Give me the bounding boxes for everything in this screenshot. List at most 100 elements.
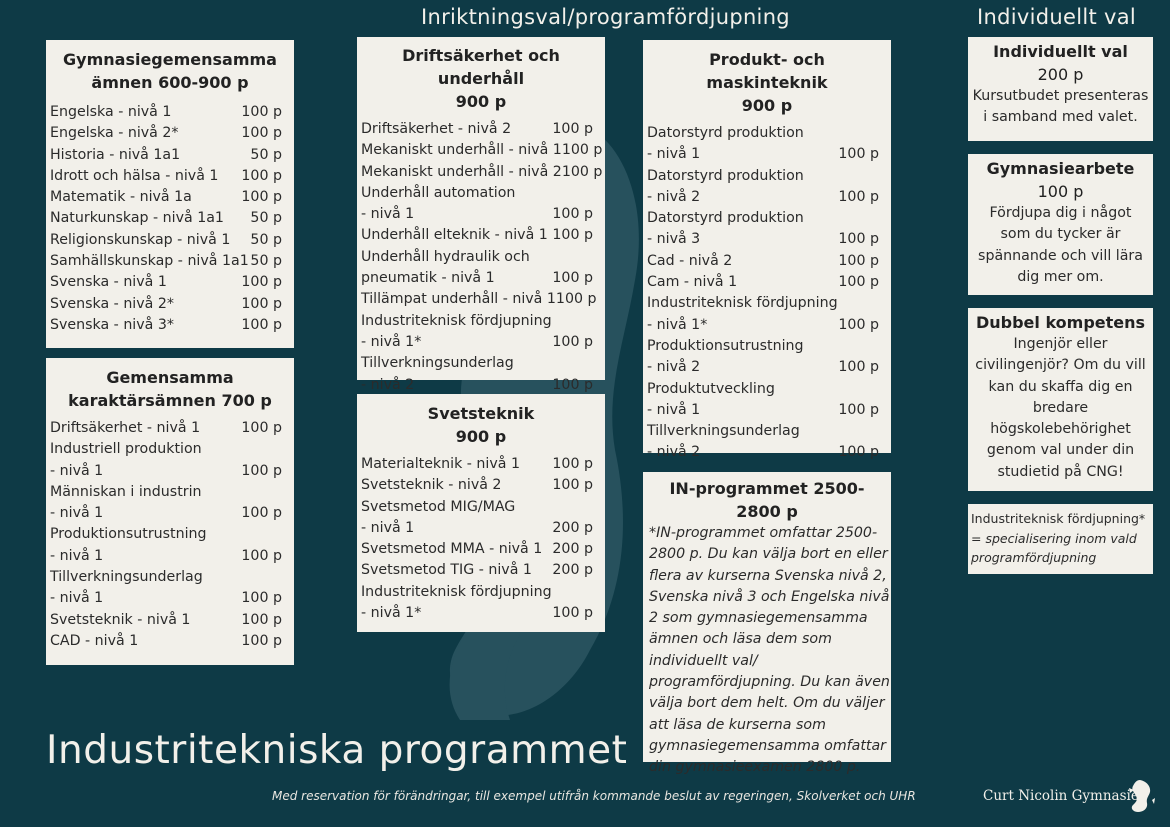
course-points: 50 p xyxy=(250,146,282,163)
course-points: 100 p xyxy=(838,146,879,163)
course-row: Svenska - nivå 1 100 p xyxy=(50,272,290,293)
course-row: - nivå 2 100 p xyxy=(647,357,887,378)
course-points: 100 p xyxy=(241,104,282,120)
course-points: 100 p xyxy=(838,316,879,333)
course-name: Svetsteknik - nivå 1 xyxy=(50,611,191,628)
text-line: 2 som gymnasiegemensamma xyxy=(649,610,868,627)
text-line: bredare xyxy=(1032,399,1089,416)
dubbel-kompetens-text: Ingenjör eller civilingenjör? Om du vill k… xyxy=(972,334,1149,483)
course-points: 100 p xyxy=(561,163,603,180)
produkt-card: Produkt- och maskinteknik 900 p Datorsty… xyxy=(643,40,891,460)
text-line: dig mer om. xyxy=(1017,268,1104,285)
course-name: Engelska - nivå 1 xyxy=(50,104,172,120)
course-points: 100 p xyxy=(241,611,282,628)
course-name: Mekaniskt underhåll - nivå 1 xyxy=(361,142,562,159)
course-points: 100 p xyxy=(838,401,879,418)
course-row: Svenska - nivå 2* 100 p xyxy=(50,294,290,315)
text-line: välja bort dem helt. Om du väljer xyxy=(649,695,885,712)
gymnasiegemensamma-card: Gymnasiegemensamma ämnen 600-900 p Engel… xyxy=(46,40,294,348)
course-points: 100 p xyxy=(241,547,282,564)
course-row: - nivå 1 100 p xyxy=(50,503,290,524)
course-name-cont: - nivå 2 xyxy=(647,359,701,376)
individuellt-val-text: Kursutbudet presenteras i samband med val… xyxy=(972,86,1149,129)
gymnasiearbete-card: Gymnasiearbete 100 p Fördjupa dig i någo… xyxy=(968,154,1153,295)
course-points: 100 p xyxy=(552,227,593,244)
course-name: Materialteknik - nivå 1 xyxy=(361,456,520,472)
course-name-cont: - nivå 1* xyxy=(361,605,422,622)
course-row: - nivå 2 100 p xyxy=(647,442,887,463)
course-name: Tillverkningsunderlag xyxy=(647,423,800,440)
course-row: Cad - nivå 2 100 p xyxy=(647,251,887,272)
course-name: Svetsmetod TIG - nivå 1 xyxy=(361,562,532,579)
course-name: Produktionsutrustning xyxy=(647,337,804,354)
course-points: 100 p xyxy=(241,462,282,479)
course-points: 100 p xyxy=(241,316,282,333)
footnote: Med reservation för förändringar, till e… xyxy=(272,789,916,803)
course-row: - nivå 1 100 p xyxy=(647,400,887,421)
svetsteknik-list: Materialteknik - nivå 1 100 p Svetsteknik… xyxy=(361,454,601,624)
text-line: högskolebehörighet xyxy=(990,421,1131,438)
course-row: - nivå 1 200 p xyxy=(361,518,601,539)
karaktarsamnen-list: Driftsäkerhet - nivå 1 100 p Industriell p… xyxy=(50,418,290,652)
course-points: 100 p xyxy=(838,231,879,248)
course-name-cont: - nivå 1* xyxy=(647,316,708,333)
course-name: Historia - nivå 1a1 xyxy=(50,146,181,163)
note-line-3: programfördjupning xyxy=(971,550,1097,565)
course-name: Svetsmetod MIG/MAG xyxy=(361,498,516,515)
course-row: - nivå 3 100 p xyxy=(647,229,887,250)
fordjupning-note-card: Industriteknisk fördjupning* = specialis… xyxy=(968,504,1153,574)
text-line: individuellt val/ xyxy=(649,652,758,669)
text-line: Svenska nivå 3 och Engelska nivå xyxy=(649,588,890,605)
text-line: genom val under din xyxy=(986,442,1135,459)
course-name-cont: - nivå 1 xyxy=(361,206,415,223)
course-name-cont: - nivå 2 xyxy=(361,376,415,393)
course-name-cont: - nivå 1 xyxy=(361,519,415,536)
course-name-cont: - nivå 1 xyxy=(50,590,104,607)
gymnasiegemensamma-title: Gymnasiegemensamma ämnen 600-900 p xyxy=(63,50,277,92)
course-points: 100 p xyxy=(555,291,597,308)
text-line: gymnasiegemensamma omfattar xyxy=(649,737,887,754)
text-line: 2800 p. Du kan välja bort en eller xyxy=(649,546,888,563)
course-points: 100 p xyxy=(241,420,282,436)
text-line: ämnen och läsa dem som xyxy=(649,631,832,648)
course-points: 100 p xyxy=(241,632,282,649)
in-programmet-card: IN-programmet 2500-2800 p *IN-programmet… xyxy=(643,472,891,775)
individuellt-heading: Individuellt val xyxy=(977,5,1136,29)
course-row: - nivå 1 100 p xyxy=(50,546,290,567)
course-name: Produktionsutrustning xyxy=(50,526,207,543)
course-points: 100 p xyxy=(552,121,593,137)
course-row: - nivå 1 100 p xyxy=(50,588,290,609)
course-row: Svetsmetod TIG - nivå 1 200 p xyxy=(361,560,601,581)
text-line: flera av kurserna Svenska nivå 2, xyxy=(649,567,887,584)
course-points: 100 p xyxy=(552,270,593,287)
course-name: Naturkunskap - nivå 1a1 xyxy=(50,210,224,227)
course-name-cont: - nivå 1 xyxy=(50,505,104,522)
inriktning-heading: Inriktningsval/programfördjupning xyxy=(421,5,790,29)
course-row: - nivå 1 100 p xyxy=(647,144,887,165)
course-points: 100 p xyxy=(552,333,593,350)
course-points: 100 p xyxy=(241,505,282,522)
svetsteknik-title: Svetsteknik 900 p xyxy=(427,404,535,446)
course-name: Industriteknisk fördjupning xyxy=(361,583,552,600)
course-name: Mekaniskt underhåll - nivå 2 xyxy=(361,163,562,180)
course-name-cont: - nivå 2 xyxy=(647,188,701,205)
course-row: Matematik - nivå 1a 100 p xyxy=(50,187,290,208)
course-row: Svenska - nivå 3* 100 p xyxy=(50,315,290,336)
course-points: 200 p xyxy=(552,541,593,558)
course-row: - nivå 2 100 p xyxy=(647,187,887,208)
driftsakerhet-title: Driftsäkerhet och underhåll 900 p xyxy=(402,46,560,111)
course-points: 100 p xyxy=(838,252,879,269)
course-name: Driftsäkerhet - nivå 2 xyxy=(361,121,512,137)
dubbel-kompetens-card: Dubbel kompetens Ingenjör eller civilinge… xyxy=(968,308,1153,491)
course-row: - nivå 1* 100 p xyxy=(361,332,601,353)
course-points: 50 p xyxy=(250,210,282,227)
course-row: - nivå 2 100 p xyxy=(361,375,601,396)
text-line: Ingenjör eller xyxy=(1013,336,1108,352)
course-name: Svetsteknik - nivå 2 xyxy=(361,477,502,494)
course-name-cont: - nivå 1* xyxy=(361,333,422,350)
course-name-cont: - nivå 1 xyxy=(50,462,104,479)
course-row: Samhällskunskap - nivå 1a1 50 p xyxy=(50,251,290,272)
karaktarsamnen-card: Gemensamma karaktärsämnen 700 p Driftsäk… xyxy=(46,358,294,665)
course-name: Cad - nivå 2 xyxy=(647,252,733,269)
course-points: 100 p xyxy=(552,477,593,494)
